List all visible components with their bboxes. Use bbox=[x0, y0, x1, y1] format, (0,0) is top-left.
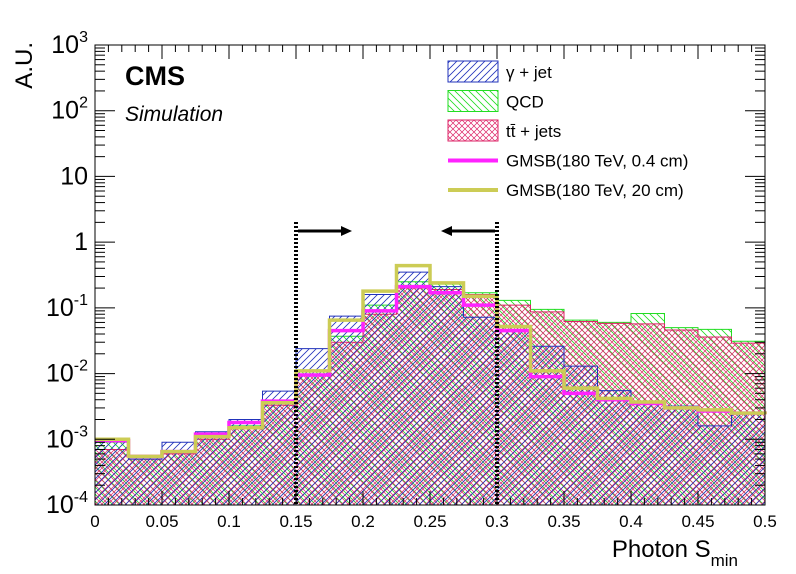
bar-jet-9 bbox=[396, 272, 430, 505]
y-tick-exponent: -1 bbox=[74, 292, 88, 309]
y-tick-base: 10 bbox=[46, 425, 74, 453]
bar-jet-19 bbox=[731, 414, 765, 505]
x-tick-label-7: 0.35 bbox=[547, 512, 580, 531]
legend-label-gmsb-180-tev-20-cm: GMSB(180 TeV, 20 cm) bbox=[506, 181, 684, 200]
x-tick-label-0: 0 bbox=[90, 512, 99, 531]
bar-jet-15 bbox=[597, 390, 631, 505]
bar-jet-4 bbox=[229, 419, 263, 505]
bar-jet-8 bbox=[363, 294, 397, 505]
axes: 0 0.05 0.1 0.15 0.2 0.25 0.3 0.35 0.4 0.45 0.510-4… bbox=[46, 29, 777, 531]
legend-label-qcd: QCD bbox=[506, 93, 544, 112]
y-tick-base: 10 bbox=[46, 491, 74, 519]
y-tick-exponent: 2 bbox=[79, 95, 88, 112]
y-tick-base: 10 bbox=[51, 97, 79, 125]
y-tick-label-6: 102 bbox=[51, 95, 88, 125]
y-tick-label-7: 103 bbox=[51, 29, 88, 59]
bar-jet-18 bbox=[698, 425, 732, 505]
legend-swatch-tt-jets bbox=[447, 119, 499, 142]
y-tick-base: 10 bbox=[46, 294, 74, 322]
y-axis-title: A.U. bbox=[11, 42, 38, 89]
bar-jet-17 bbox=[664, 406, 698, 505]
legend-label-jet: γ + jet bbox=[506, 63, 552, 82]
y-tick-label-0: 10-4 bbox=[46, 489, 88, 519]
bar-jet-12 bbox=[497, 330, 531, 505]
plot-area: 0 0.05 0.1 0.15 0.2 0.25 0.3 0.35 0.4 0.45 0.510-4… bbox=[46, 29, 777, 531]
bar-jet-11 bbox=[463, 317, 497, 505]
x-tick-label-5: 0.25 bbox=[413, 512, 446, 531]
y-tick-exponent: 3 bbox=[79, 29, 88, 46]
bar-jet-3 bbox=[195, 431, 229, 505]
legend-swatch-qcd bbox=[447, 90, 499, 112]
y-tick-label-2: 10-2 bbox=[46, 358, 88, 388]
y-tick-base: 10 bbox=[60, 162, 88, 190]
x-tick-label-9: 0.45 bbox=[681, 512, 714, 531]
x-tick-label-8: 0.4 bbox=[619, 512, 643, 531]
legend-label-gmsb-180-tev-0-4-cm: GMSB(180 TeV, 0.4 cm) bbox=[506, 152, 688, 171]
cut-arrow-right-head bbox=[341, 226, 352, 236]
y-tick-exponent: -4 bbox=[74, 489, 88, 506]
y-tick-label-3: 10-1 bbox=[46, 292, 88, 322]
x-tick-label-6: 0.3 bbox=[485, 512, 509, 531]
y-tick-label-1: 10-3 bbox=[46, 423, 88, 453]
bar-jet-16 bbox=[631, 403, 665, 505]
legend-swatch-jet bbox=[447, 60, 499, 83]
bar-jet-5 bbox=[262, 391, 296, 505]
legend: γ + jet QCD tt̄ + jets GMSB(180 TeV, 0.4 cm… bbox=[447, 60, 688, 200]
y-tick-label-4: 1 bbox=[74, 228, 88, 256]
simulation-label: Simulation bbox=[125, 103, 223, 126]
legend-label-tt-jets: tt̄ + jets bbox=[506, 122, 561, 141]
x-tick-label-4: 0.2 bbox=[351, 512, 375, 531]
x-axis-title: Photon Smin bbox=[612, 536, 738, 570]
y-tick-base: 1 bbox=[74, 228, 88, 256]
histogram-layer bbox=[94, 263, 767, 505]
x-tick-label-3: 0.15 bbox=[279, 512, 312, 531]
y-tick-base: 10 bbox=[51, 31, 79, 59]
y-tick-exponent: -2 bbox=[74, 358, 88, 375]
x-axis-title-subscript: min bbox=[711, 551, 738, 570]
x-axis-title-main: Photon S bbox=[612, 536, 711, 563]
bar-jet-7 bbox=[329, 316, 363, 505]
y-tick-base: 10 bbox=[46, 360, 74, 388]
selection-cuts bbox=[294, 222, 499, 505]
y-tick-label-5: 10 bbox=[60, 162, 88, 190]
bar-jet-10 bbox=[430, 286, 464, 505]
cut-arrow-left-head bbox=[441, 226, 452, 236]
x-tick-label-10: 0.5 bbox=[753, 512, 777, 531]
bar-jet-0 bbox=[95, 439, 129, 505]
bar-jet-1 bbox=[128, 459, 162, 505]
line-gmsb-180-tev-20-cm bbox=[95, 263, 767, 459]
bar-jet-13 bbox=[530, 346, 564, 505]
cms-label: CMS bbox=[125, 61, 185, 91]
x-tick-label-1: 0.05 bbox=[145, 512, 178, 531]
x-tick-label-2: 0.1 bbox=[217, 512, 241, 531]
y-tick-exponent: -3 bbox=[74, 423, 88, 440]
